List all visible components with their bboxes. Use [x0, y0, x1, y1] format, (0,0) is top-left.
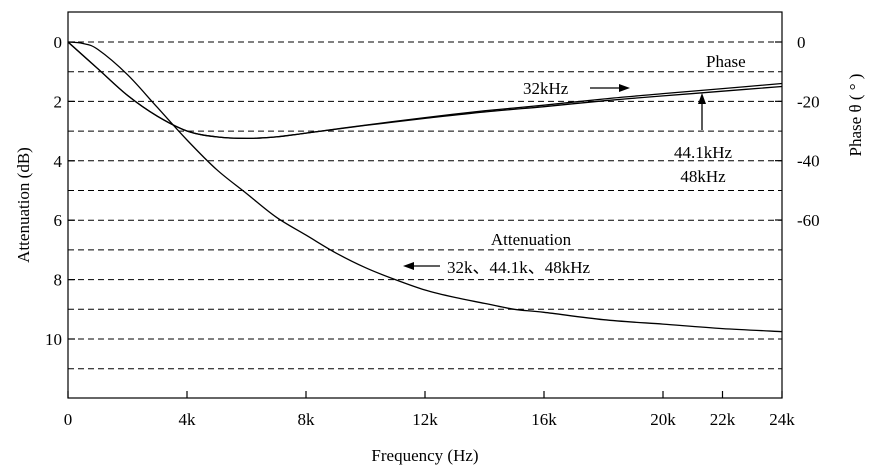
series-line-phase	[67, 41, 783, 140]
x-tick-label: 24k	[769, 410, 795, 429]
plot-frame	[67, 11, 783, 399]
x-axis-title: Frequency (Hz)	[371, 446, 478, 465]
y2-tick-label: -40	[797, 152, 820, 171]
y-tick-label: 8	[54, 271, 63, 290]
x-tick-label: 20k	[650, 410, 676, 429]
annotation-44khz: 44.1kHz	[674, 143, 733, 162]
annotation-48khz: 48kHz	[680, 167, 726, 186]
x-tick-label: 16k	[531, 410, 557, 429]
curves	[67, 41, 783, 333]
labels: 0 4k 8k 12k 16k 20k 22k 24k 0 2 4 6 8 10 0 -20 -40 -60	[45, 33, 820, 429]
y2-tick-label: -20	[797, 92, 820, 111]
y-tick-label: 0	[54, 33, 63, 52]
x-tick-label: 8k	[298, 410, 316, 429]
y-tick-label: 6	[54, 211, 63, 230]
series-line-phase-secondary	[67, 41, 783, 140]
arrow-32khz-head	[619, 84, 630, 92]
y-tick-label: 2	[54, 92, 63, 111]
x-tick-label: 22k	[710, 410, 736, 429]
x-tick-label: 0	[64, 410, 73, 429]
annotation-frequencies: 32k、44.1k、48kHz	[447, 258, 591, 277]
y-axis-title: Attenuation (dB)	[14, 147, 33, 263]
x-tick-label: 4k	[179, 410, 197, 429]
arrow-attenuation-head	[403, 262, 414, 270]
grid-lines	[68, 41, 782, 370]
y-tick-label: 10	[45, 330, 62, 349]
y2-axis-title: Phase θ ( ° )	[846, 74, 865, 157]
annotation-attenuation: Attenuation	[491, 230, 572, 249]
x-tick-label: 12k	[412, 410, 438, 429]
ticks	[67, 41, 783, 398]
annotation-phase: Phase	[706, 52, 746, 71]
annotation-32khz: 32kHz	[523, 79, 569, 98]
series-line-attenuation	[67, 41, 783, 333]
y2-tick-label: -60	[797, 211, 820, 230]
y-tick-label: 4	[54, 152, 63, 171]
arrow-44khz-head	[698, 93, 706, 104]
y2-tick-label: 0	[797, 33, 806, 52]
